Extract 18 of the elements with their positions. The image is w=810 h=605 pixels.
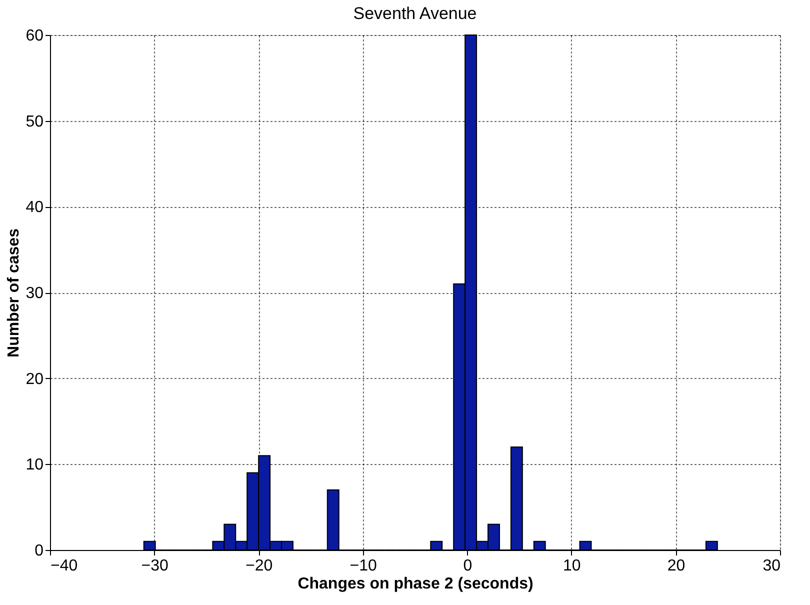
y-tick-label: 10 — [26, 456, 44, 474]
x-axis-title: Changes on phase 2 (seconds) — [298, 576, 534, 592]
chart-title: Seventh Avenue — [353, 4, 477, 23]
x-tick-label: 0 — [463, 558, 472, 574]
x-tick-label: −30 — [141, 558, 168, 574]
y-tick-label: 0 — [34, 542, 44, 560]
y-tick-label: 20 — [26, 370, 44, 388]
y-tick-label: 40 — [26, 199, 44, 216]
x-tick-label: 20 — [667, 558, 686, 574]
x-tick-label: 30 — [762, 558, 781, 574]
y-tick-label: 50 — [26, 113, 44, 130]
x-tick-label: −10 — [350, 558, 378, 574]
y-tick-label: 30 — [26, 285, 44, 302]
x-tick-label: 10 — [563, 558, 581, 574]
y-tick-label: 60 — [26, 28, 44, 44]
x-tick-label: −20 — [246, 558, 273, 574]
x-tick-label: −40 — [50, 558, 78, 574]
y-axis-title: Number of cases — [6, 228, 23, 358]
